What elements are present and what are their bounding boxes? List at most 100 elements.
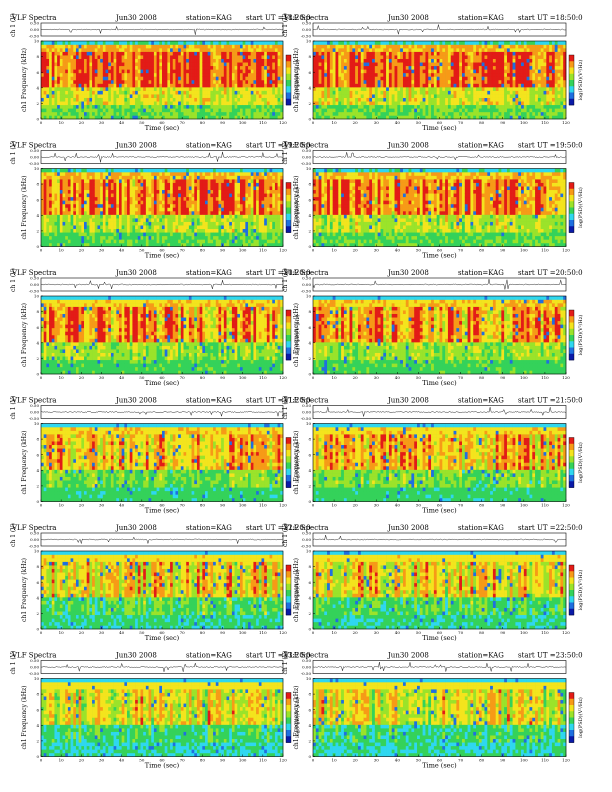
spectrogram-cell	[383, 52, 386, 56]
spectrogram-cell	[224, 59, 227, 63]
spectrogram-cell	[275, 45, 278, 49]
spectrogram-cell	[364, 115, 367, 119]
spectrogram-cell	[338, 66, 341, 70]
spectrogram-cell	[361, 94, 364, 98]
spectrogram-cell	[248, 80, 251, 84]
spectrogram-cell	[227, 62, 230, 66]
spectrogram-cell	[409, 73, 412, 77]
spectrogram-cell	[106, 73, 109, 77]
spectrogram-cell	[434, 62, 437, 66]
spectrogram-cell	[213, 91, 216, 95]
spectrogram-cell	[240, 112, 243, 116]
spectrogram-cell	[92, 73, 95, 77]
spectrogram-cell	[202, 62, 205, 66]
spectrogram-cell	[159, 98, 162, 102]
spectrogram-cell	[167, 62, 170, 66]
spectrogram-cell	[313, 45, 316, 49]
spectrogram-cell	[97, 84, 100, 88]
spectrogram-cell	[380, 101, 383, 105]
spectrogram-cell	[501, 101, 504, 105]
spectrogram-cell	[186, 52, 189, 56]
spectrogram-cell	[108, 62, 111, 66]
spectrogram-cell	[151, 69, 154, 73]
spectrogram-cell	[245, 94, 248, 98]
spectrogram-cell	[456, 105, 459, 109]
spectrogram-cell	[468, 98, 471, 102]
spectrogram-cell	[487, 84, 490, 88]
spectrogram-cell	[243, 91, 246, 95]
spectrogram-cell	[84, 45, 87, 49]
spectrogram-cell	[119, 62, 122, 66]
spectrogram-cell	[253, 101, 256, 105]
spectrogram-cell	[440, 80, 443, 84]
spectrogram-cell	[431, 87, 434, 91]
spectrogram-cell	[454, 69, 457, 73]
spectrogram-cell	[327, 108, 330, 112]
spectrogram-cell	[167, 52, 170, 56]
spectrogram-cell	[63, 52, 66, 56]
spectrogram-cell	[338, 62, 341, 66]
spectrogram-cell	[132, 108, 135, 112]
spectrogram-cell	[89, 115, 92, 119]
spectrogram-cell	[52, 62, 55, 66]
spectrogram-cell	[272, 112, 275, 116]
spectrogram-cell	[108, 98, 111, 102]
spectrogram-cell	[366, 59, 369, 63]
spectrogram-cell	[275, 52, 278, 56]
spectrogram-cell	[487, 80, 490, 84]
spectrogram-cell	[256, 76, 259, 80]
spectrogram-cell	[487, 115, 490, 119]
spectrogram-cell	[272, 73, 275, 77]
spectrogram-cell	[210, 62, 213, 66]
spectrogram-cell	[437, 108, 440, 112]
spectrogram-cell	[232, 115, 235, 119]
spectrogram-cell	[210, 115, 213, 119]
spectrogram-cell	[71, 105, 74, 109]
spectrogram-cell	[490, 48, 493, 52]
spectrogram-cell	[151, 101, 154, 105]
spectrogram-cell	[462, 80, 465, 84]
spectrogram-cell	[95, 66, 98, 70]
spectrogram-cell	[41, 112, 44, 116]
x-tick-label: 110	[259, 120, 267, 125]
spectrogram-cell	[409, 108, 412, 112]
spectrogram-cell	[154, 66, 157, 70]
spectrogram-cell	[341, 87, 344, 91]
spectrogram-cell	[44, 105, 47, 109]
spectrogram-cell	[316, 87, 319, 91]
spectrogram-cell	[383, 94, 386, 98]
spectrogram-cell	[372, 52, 375, 56]
spectrogram-cell	[245, 62, 248, 66]
spectrogram-cell	[423, 62, 426, 66]
spectrogram-cell	[420, 94, 423, 98]
spectrogram-cell	[194, 84, 197, 88]
spectrogram-cell	[162, 91, 165, 95]
spectrogram-cell	[445, 59, 448, 63]
spectrogram-cell	[267, 112, 270, 116]
spectrogram-cell	[65, 76, 68, 80]
spectrogram-cell	[57, 76, 60, 80]
spectrogram-cell	[124, 115, 127, 119]
spectrogram-cell	[87, 45, 90, 49]
spectrogram-cell	[484, 45, 487, 49]
spectrogram-cell	[397, 41, 400, 45]
spectrogram-cell	[245, 105, 248, 109]
spectrogram-cell	[73, 115, 76, 119]
spectrogram-cell	[482, 52, 485, 56]
spectrogram-cell	[100, 45, 103, 49]
spectrogram-cell	[60, 91, 63, 95]
spectrogram-cell	[358, 52, 361, 56]
spectrogram-cell	[79, 69, 82, 73]
spectrogram-cell	[189, 87, 192, 91]
spectrogram-cell	[97, 45, 100, 49]
spectrogram-cell	[496, 69, 499, 73]
spectrogram-cell	[154, 112, 157, 116]
spectrogram-cell	[350, 41, 353, 45]
spectrogram-cell	[378, 48, 381, 52]
spectrogram-cell	[143, 101, 146, 105]
spectrogram-cell	[496, 98, 499, 102]
spectrogram-cell	[194, 52, 197, 56]
spectrogram-cell	[52, 48, 55, 52]
spectrogram-cell	[227, 73, 230, 77]
spectrogram-cell	[202, 115, 205, 119]
